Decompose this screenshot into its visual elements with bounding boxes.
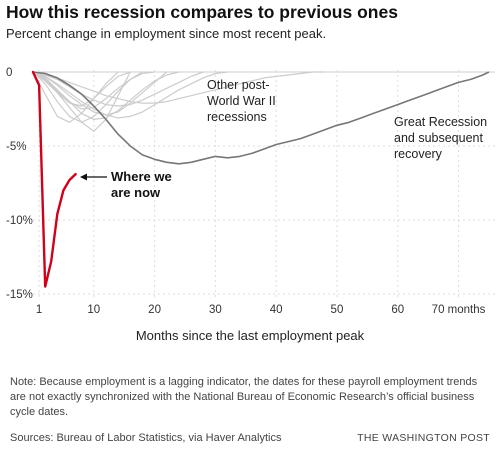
other-recession-line xyxy=(32,71,131,132)
x-tick-label: 30 xyxy=(209,304,222,316)
great-recession-line xyxy=(32,71,490,165)
annotation-great-line3: recovery xyxy=(394,147,443,161)
footnote: Note: Because employment is a lagging in… xyxy=(10,376,478,418)
annotation-other-line1: Other post- xyxy=(207,78,270,92)
grid-layer xyxy=(33,70,495,298)
annotation-other-line2: World War II xyxy=(207,94,276,108)
chart-title: How this recession compares to previous … xyxy=(6,2,398,22)
annotation-now-line2: are now xyxy=(111,185,161,200)
x-tick-label: 20 xyxy=(148,304,161,316)
other-recession-line xyxy=(32,71,325,104)
y-tick-label: -10% xyxy=(6,215,33,227)
chart-subtitle: Percent change in employment since most … xyxy=(6,26,327,41)
y-tick-label: -15% xyxy=(6,289,33,301)
x-tick-label: 1 xyxy=(36,304,42,316)
x-tick-label: 60 xyxy=(391,304,404,316)
current-recession-line xyxy=(31,70,77,288)
other-recession-line xyxy=(32,71,180,120)
employment-line-chart: 0 -5% -10% -15%1 10 20 30 40 50 60 70 months Where… xyxy=(6,67,495,316)
x-tick-label: 70 months xyxy=(432,304,486,316)
publisher-brand: THE WASHINGTON POST xyxy=(357,432,490,444)
current-recession-layer xyxy=(31,70,77,288)
y-tick-label: 0 xyxy=(6,67,12,79)
annotation-other-line3: recessions xyxy=(207,110,267,124)
other-recession-line xyxy=(32,71,143,123)
x-tick-label: 50 xyxy=(331,304,344,316)
arrow-icon xyxy=(80,173,107,181)
x-tick-label: 10 xyxy=(87,304,100,316)
other-recession-line xyxy=(32,71,155,110)
other-recession-line xyxy=(32,71,119,123)
tick-layer: 0 -5% -10% -15%1 10 20 30 40 50 60 70 months xyxy=(6,67,486,316)
other-recession-line xyxy=(32,71,204,107)
other-recession-line xyxy=(32,71,228,119)
x-tick-label: 40 xyxy=(270,304,283,316)
other-recession-line xyxy=(32,71,131,107)
y-tick-label: -5% xyxy=(6,141,26,153)
great-recession-layer xyxy=(32,71,490,165)
annotation-great-line2: and subsequent xyxy=(394,131,483,145)
x-axis-label: Months since the last employment peak xyxy=(135,328,365,343)
other-recessions-layer xyxy=(32,71,325,132)
annotation-great-line1: Great Recession xyxy=(394,115,487,129)
annotation-now-line1: Where we xyxy=(111,169,172,184)
source-credit: Sources: Bureau of Labor Statistics, via… xyxy=(10,432,282,444)
